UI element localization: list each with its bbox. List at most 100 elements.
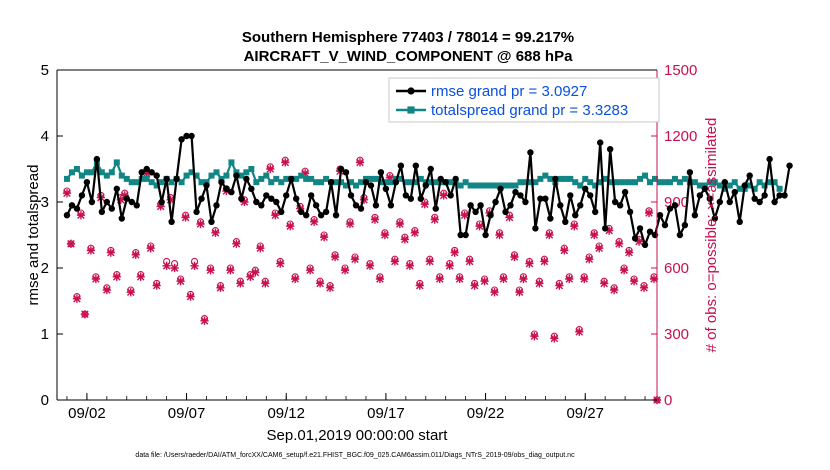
obs-assimilated-point [350,255,360,264]
obs-assimilated-point [455,274,464,284]
series-point-spread [701,182,708,189]
series-point-spread [597,179,604,186]
obs-assimilated-point [600,279,609,288]
legend-frame [388,77,660,123]
series-point-rmse [317,212,325,219]
series-point-spread [447,179,454,186]
series-point-spread [377,179,384,186]
series-point-rmse [596,139,604,146]
series-point-rmse [302,212,310,219]
legend-box: rmse grand pr = 3.0927 totalspread grand… [388,77,660,123]
series-point-rmse [367,182,375,189]
series-point-spread [353,182,360,189]
series-point-spread [113,159,120,166]
obs-assimilated-point [515,288,524,297]
series-point-spread [736,185,743,192]
series-point-spread [372,175,379,182]
series-point-spread [407,179,414,186]
obs-assimilated-point [575,327,584,336]
obs-assimilated-point [190,261,199,270]
legend-entry-rmse: rmse grand pr = 3.0927 [431,83,587,100]
series-point-spread [203,179,210,186]
obs-assimilated-point [86,246,96,255]
series-point-rmse [88,198,96,206]
series-point-rmse [128,198,135,206]
series-point-rmse [352,202,360,209]
series-point-rmse [78,192,86,199]
series-point-rmse [362,179,370,186]
obs-assimilated-point [649,274,659,284]
series-point-rmse [781,192,788,199]
x-tick-label-4: 09/22 [467,405,505,422]
y-axis-label-left: rmse and totalspread [25,165,42,306]
series-point-rmse [631,235,639,242]
series-point-rmse [532,225,539,232]
series-point-rmse [721,179,728,186]
series-point-spread [238,172,245,179]
obs-assimilated-point [211,228,220,237]
series-point-rmse [233,172,240,179]
series-point-spread [133,179,140,186]
obs-assimilated-point [146,244,155,253]
series-point-spread [128,179,135,186]
obs-assimilated-point [330,252,340,262]
series-point-rmse [611,198,619,206]
series-point-rmse [347,192,355,199]
series-point-spread [228,159,235,166]
series-point-spread [278,179,285,186]
series-point-rmse [223,185,230,192]
series-point-spread [208,172,215,179]
series-point-spread [343,182,350,189]
obs-assimilated-point [470,281,479,290]
series-point-spread [143,175,150,182]
series-point-spread [587,179,594,186]
series-point-rmse [706,195,714,202]
series-point-rmse [537,195,544,202]
obs-assimilated-point [610,285,619,295]
series-point-spread [522,179,529,186]
series-point-rmse [666,205,674,212]
obs-assimilated-point [80,310,90,319]
obs-assimilated-point [271,211,280,220]
series-point-spread [652,175,659,182]
series-point-rmse [268,195,275,202]
obs-assimilated-point [365,261,375,270]
obs-assimilated-point [460,211,469,220]
obs-assimilated-point [166,195,175,204]
series-point-spread [158,179,165,186]
series-point-rmse [497,185,504,192]
series-point-rmse [68,202,76,209]
series-point-rmse [307,192,315,199]
series-point-spread [746,182,753,189]
series-point-spread [617,179,624,186]
series-point-rmse [293,195,300,202]
obs-assimilated-point [595,244,604,253]
series-point-spread [547,175,554,182]
series-point-spread [756,179,763,186]
series-point-spread [567,175,574,182]
series-point-rmse [696,192,704,199]
series-point-rmse [153,172,160,179]
series-point-spread [103,172,110,179]
series-point-spread [582,175,589,182]
legend-marker-spread [407,106,415,114]
obs-assimilated-point [375,274,385,284]
obs-assimilated-point [629,277,639,286]
series-point-spread [362,175,369,182]
obs-assimilated-point [430,215,439,224]
obs-assimilated-point [380,230,390,240]
series-point-spread [507,182,514,189]
obs-assimilated-point [390,257,399,266]
series-spread [63,159,783,192]
obs-assimilated-point [131,250,140,259]
series-point-rmse [198,195,205,202]
obs-assimilated-point [644,208,654,218]
series-point-rmse [253,198,260,206]
y-tick-label-right-2: 600 [664,260,689,277]
series-point-spread [348,179,355,186]
series-point-rmse [98,208,106,216]
series-point-spread [512,182,519,189]
series-point-rmse [228,188,235,196]
x-tick-label-5: 09/27 [566,405,604,422]
